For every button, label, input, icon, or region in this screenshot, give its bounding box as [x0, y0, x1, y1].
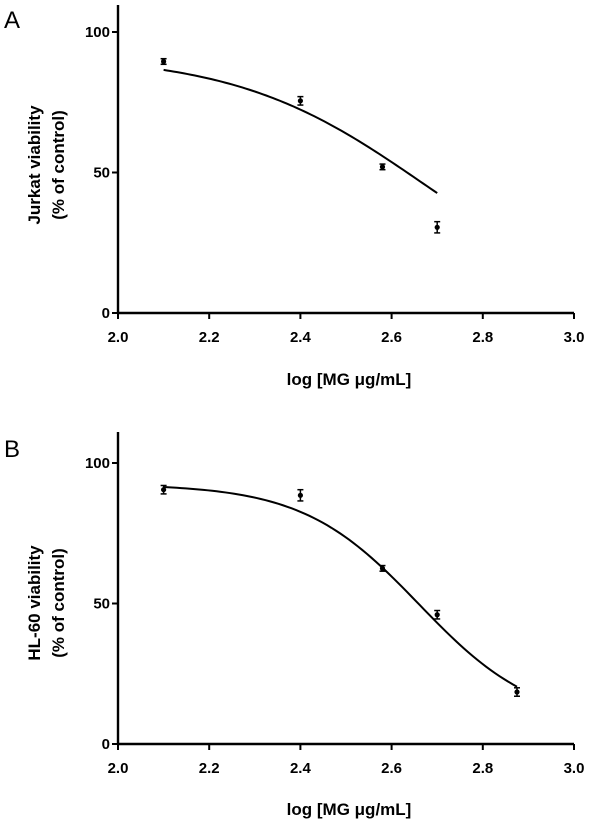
x-axis-title: log [MG μg/mL]: [287, 800, 412, 819]
y-tick-label: 100: [85, 24, 110, 41]
y-axis-title-line: (% of control): [49, 548, 68, 658]
y-tick-label: 0: [102, 305, 110, 322]
y-axis-title-line: Jurkat viability: [25, 105, 44, 225]
x-axis-title: log [MG μg/mL]: [287, 370, 412, 389]
y-axis-title-line: (% of control): [49, 110, 68, 220]
fit-curve: [163, 486, 518, 688]
x-tick-label: 2.2: [199, 760, 220, 777]
x-tick-label: 2.8: [472, 329, 493, 346]
data-point: [434, 224, 440, 230]
x-tick-label: 2.6: [381, 760, 402, 777]
y-tick-label: 0: [102, 736, 110, 753]
data-point: [161, 58, 167, 65]
x-tick-label: 2.6: [381, 329, 402, 346]
y-axis-title-line: HL-60 viability: [25, 545, 44, 661]
x-tick-label: 2.4: [290, 329, 312, 346]
x-tick-label: 2.0: [108, 760, 129, 777]
data-point: [297, 492, 303, 498]
y-tick-label: 50: [93, 165, 110, 182]
panel-b: B 2.0 2.2 2.4 2.6 2.8 3.0 0 50 100 log [MG μg/mL] H…: [4, 432, 584, 819]
data-point: [379, 565, 386, 571]
y-tick-label: 100: [85, 455, 110, 472]
panel-letter: B: [4, 436, 20, 463]
x-tick-label: 2.0: [108, 329, 129, 346]
data-point: [161, 487, 167, 493]
x-tick-label: 2.8: [472, 760, 493, 777]
x-tick-label: 2.4: [290, 760, 312, 777]
panel-letter: A: [4, 7, 20, 34]
panel-a: A 2.0 2.2 2.4 2.6 2.8 3.0 0 50 100 log [MG μg/mL] J…: [4, 5, 584, 389]
data-point: [514, 689, 520, 695]
x-tick-label: 3.0: [564, 329, 585, 346]
x-tick-label: 3.0: [564, 760, 585, 777]
data-point: [379, 164, 386, 170]
x-tick-label: 2.2: [199, 329, 220, 346]
data-point: [297, 98, 303, 104]
fit-curve: [163, 68, 438, 194]
data-point: [434, 612, 440, 618]
y-tick-label: 50: [93, 596, 110, 613]
